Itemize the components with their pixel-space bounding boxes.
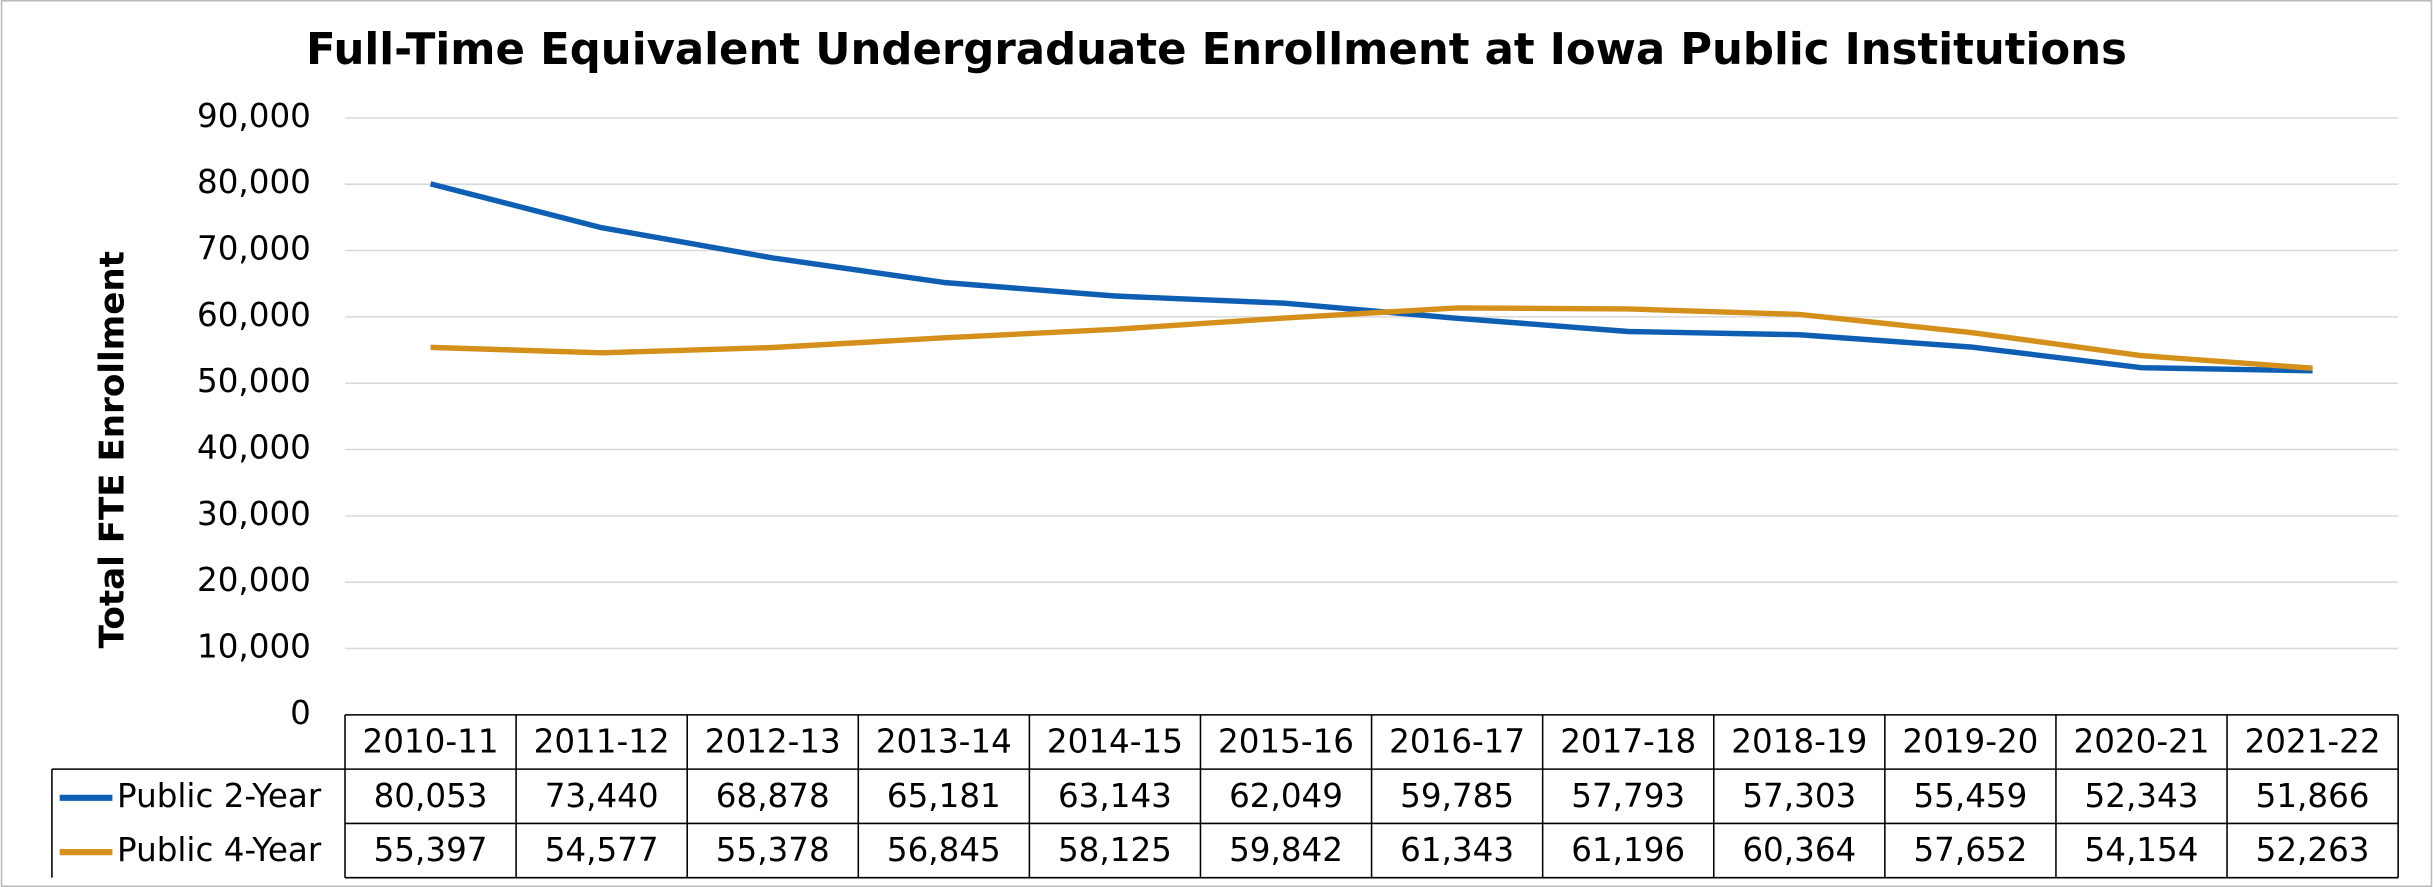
table-value: 80,053 [374, 777, 488, 815]
y-tick-label: 50,000 [197, 362, 311, 400]
table-value: 55,378 [716, 831, 830, 869]
chart-title: Full-Time Equivalent Undergraduate Enrol… [306, 25, 2127, 75]
x-tick-label: 2019-20 [1902, 723, 2038, 761]
table-value: 52,263 [2256, 831, 2370, 869]
table-value: 62,049 [1229, 777, 1343, 815]
table-value: 59,785 [1400, 777, 1514, 815]
y-tick-label: 10,000 [197, 628, 311, 666]
x-tick-label: 2012-13 [705, 723, 841, 761]
x-tick-label: 2018-19 [1731, 723, 1867, 761]
y-axis-label: Total FTE Enrollment [92, 251, 132, 648]
table-value: 57,303 [1742, 777, 1856, 815]
table-value: 51,866 [2256, 777, 2370, 815]
y-tick-label: 0 [290, 694, 311, 732]
series-line [430, 305, 2313, 371]
table-value: 65,181 [887, 777, 1001, 815]
table-value: 54,154 [2085, 831, 2199, 869]
x-tick-label: 2021-22 [2245, 723, 2381, 761]
table-value: 58,125 [1058, 831, 1172, 869]
table-value: 60,364 [1742, 831, 1856, 869]
x-tick-label: 2014-15 [1047, 723, 1183, 761]
table-value: 61,343 [1400, 831, 1514, 869]
table-value: 63,143 [1058, 777, 1172, 815]
y-tick-label: 20,000 [197, 561, 311, 599]
x-tick-label: 2016-17 [1389, 723, 1525, 761]
x-tick-label: 2013-14 [876, 723, 1012, 761]
legend-label: Public 4-Year [117, 831, 322, 869]
y-tick-label: 90,000 [197, 97, 311, 135]
x-tick-label: 2011-12 [534, 723, 670, 761]
y-tick-label: 80,000 [197, 163, 311, 201]
table-value: 57,793 [1571, 777, 1685, 815]
table-value: 61,196 [1571, 831, 1685, 869]
y-tick-label: 60,000 [197, 296, 311, 334]
table-value: 55,459 [1913, 777, 2027, 815]
table-value: 59,842 [1229, 831, 1343, 869]
x-tick-label: 2015-16 [1218, 723, 1354, 761]
table-value: 73,440 [545, 777, 659, 815]
y-tick-label: 30,000 [197, 495, 311, 533]
y-tick-label: 70,000 [197, 230, 311, 268]
y-tick-label: 40,000 [197, 429, 311, 467]
x-tick-label: 2010-11 [363, 723, 499, 761]
table-value: 52,343 [2085, 777, 2199, 815]
x-tick-label: 2020-21 [2073, 723, 2209, 761]
table-value: 56,845 [887, 831, 1001, 869]
table-value: 55,397 [374, 831, 488, 869]
x-tick-label: 2017-18 [1560, 723, 1696, 761]
table-value: 68,878 [716, 777, 830, 815]
table-value: 54,577 [545, 831, 659, 869]
legend-label: Public 2-Year [117, 777, 322, 815]
table-value: 57,652 [1913, 831, 2027, 869]
